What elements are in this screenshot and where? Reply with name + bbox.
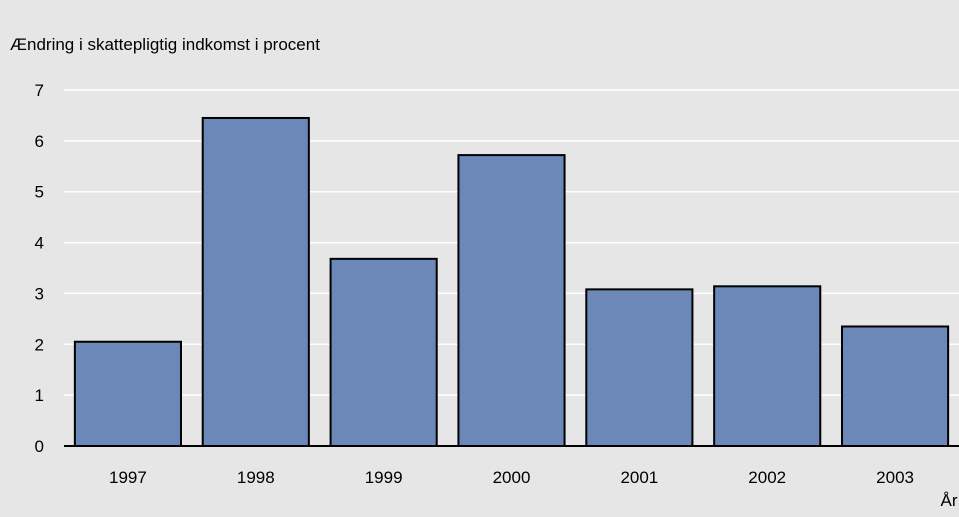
x-axis-unit-label: År [941,491,958,510]
x-tick-label: 2001 [620,468,658,487]
y-tick-label: 2 [35,335,44,354]
bar-1998 [201,116,310,447]
bar-2003 [841,325,950,447]
y-tick-label: 1 [35,386,44,405]
x-tick-label: 2000 [493,468,531,487]
bar-1997 [73,340,182,447]
y-tick-label: 5 [35,183,44,202]
x-tick-label: 1999 [365,468,403,487]
x-tick-label: 2002 [748,468,786,487]
bar-2002 [713,285,822,447]
bar-2001 [585,288,694,447]
y-tick-labels: 0 1 2 3 4 5 6 7 [35,81,44,456]
x-tick-label: 2003 [876,468,914,487]
y-tick-label: 7 [35,81,44,100]
y-axis-title: Ændring i skattepligtig indkomst i proce… [10,35,320,54]
y-tick-label: 6 [35,132,44,151]
x-tick-label: 1997 [109,468,147,487]
x-tick-label: 1998 [237,468,275,487]
bar-2000 [457,154,566,447]
bar-1999 [329,257,438,447]
x-tick-labels: 1997 1998 1999 2000 2001 2002 2003 [109,468,914,487]
y-tick-label: 4 [35,234,44,253]
y-tick-label: 0 [35,437,44,456]
y-tick-label: 3 [35,284,44,303]
